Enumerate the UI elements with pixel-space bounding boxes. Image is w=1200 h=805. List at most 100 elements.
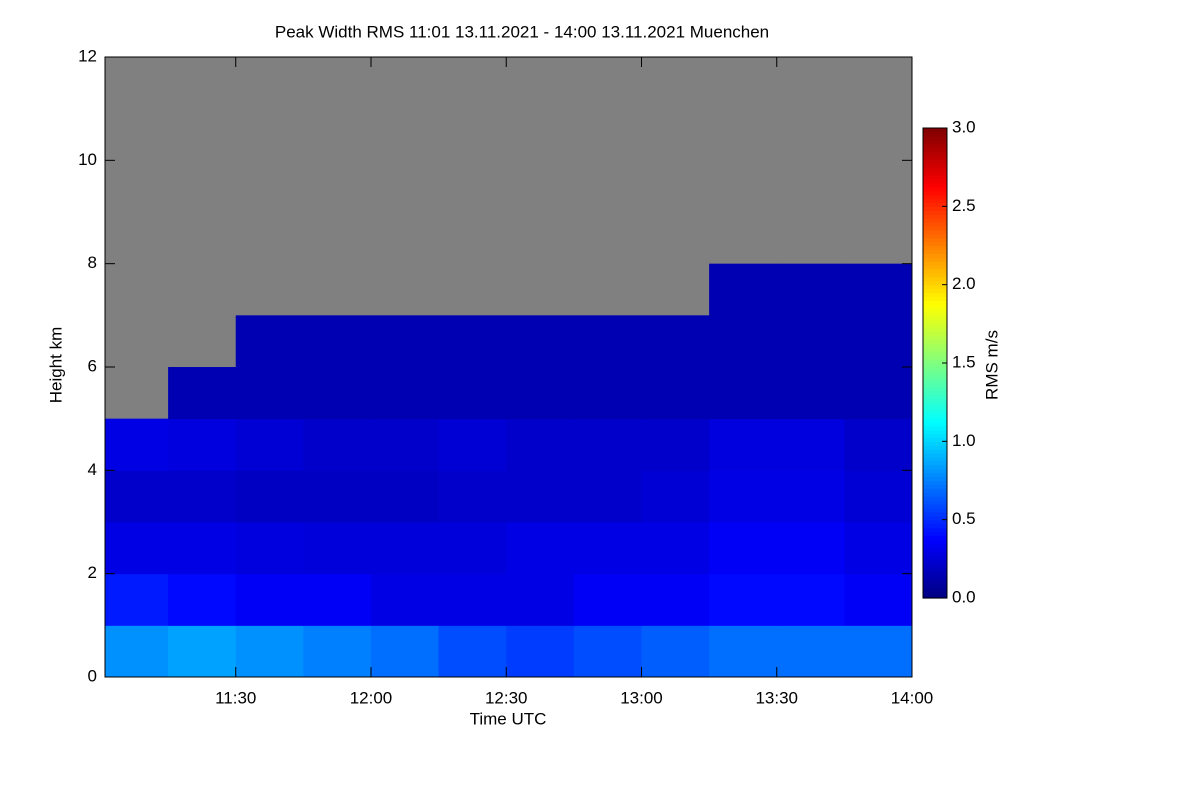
colorbar-segment — [923, 331, 947, 337]
heatmap-cell — [370, 573, 440, 626]
colorbar-segment — [923, 562, 947, 568]
colorbar-segment — [923, 464, 947, 470]
colorbar-segment — [923, 586, 947, 591]
colorbar-segment — [923, 413, 947, 419]
colorbar-segment — [923, 147, 947, 153]
heatmap-cell — [235, 470, 304, 523]
colorbar-segment — [923, 296, 947, 301]
heatmap-cell — [506, 418, 575, 471]
y-tick-label: 8 — [88, 253, 97, 272]
heatmap-cell — [235, 522, 304, 575]
heatmap-cell — [709, 522, 778, 575]
colorbar-segment — [923, 194, 947, 200]
colorbar-segment — [923, 128, 947, 133]
colorbar-segment — [923, 319, 947, 325]
heatmap-cell — [303, 315, 372, 368]
colorbar-label: RMS m/s — [982, 330, 1001, 400]
heatmap-cell — [776, 573, 845, 626]
heatmap — [105, 57, 912, 677]
heatmap-cell — [573, 418, 642, 471]
heatmap-cell — [709, 418, 778, 471]
colorbar-segment — [923, 280, 947, 286]
colorbar-segment — [923, 261, 947, 266]
colorbar-segment — [923, 578, 947, 583]
heatmap-cell — [105, 573, 169, 626]
heatmap-cell — [641, 315, 710, 368]
colorbar-segment — [923, 304, 947, 309]
colorbar-segment — [923, 543, 947, 548]
heatmap-cell — [303, 367, 372, 420]
x-axis-label: Time UTC — [470, 709, 547, 728]
y-tick-label: 12 — [78, 46, 97, 65]
heatmap-cell — [303, 418, 372, 471]
heatmap-cell — [105, 522, 169, 575]
colorbar-segment — [923, 151, 947, 157]
colorbar-segment — [923, 366, 947, 372]
heatmap-cell — [235, 367, 304, 420]
colorbar-segment — [923, 590, 947, 595]
heatmap-cell — [303, 573, 372, 626]
heatmap-cell — [506, 573, 575, 626]
heatmap-cell — [709, 573, 778, 626]
colorbar-segment — [923, 253, 947, 258]
colorbar-segment — [923, 519, 947, 525]
heatmap-cell — [168, 367, 237, 420]
heatmap-cell — [844, 315, 912, 368]
colorbar-segment — [923, 288, 947, 294]
heatmap-cell — [506, 367, 575, 420]
colorbar-segment — [923, 363, 947, 368]
colorbar-segment — [923, 339, 947, 345]
heatmap-cell — [641, 418, 710, 471]
colorbar-segment — [923, 139, 947, 145]
colorbar-segment — [923, 582, 947, 587]
colorbar-segment — [923, 402, 947, 407]
colorbar-segment — [923, 186, 947, 192]
heatmap-cell — [105, 470, 169, 523]
colorbar-segment — [923, 468, 947, 474]
colorbar-tick-label: 1.0 — [952, 431, 976, 450]
heatmap-cell — [776, 470, 845, 523]
colorbar-segment — [923, 131, 947, 137]
heatmap-cell — [776, 418, 845, 471]
colorbar-segment — [923, 182, 947, 188]
colorbar-segment — [923, 554, 947, 560]
colorbar-segment — [923, 241, 947, 247]
colorbar-segment — [923, 257, 947, 262]
heatmap-cell — [168, 573, 237, 626]
heatmap-cell — [370, 418, 440, 471]
colorbar-segment — [923, 233, 947, 239]
heatmap-cell — [235, 418, 304, 471]
colorbar-segment — [923, 355, 947, 360]
heatmap-cell — [438, 367, 507, 420]
heatmap-cell — [303, 470, 372, 523]
colorbar-segment — [923, 527, 947, 533]
colorbar-segment — [923, 425, 947, 431]
heatmap-cell — [844, 625, 912, 677]
colorbar-segment — [923, 511, 947, 517]
colorbar-segment — [923, 453, 947, 458]
colorbar-segment — [923, 566, 947, 572]
heatmap-cell — [303, 522, 372, 575]
y-tick-label: 0 — [88, 666, 97, 685]
x-tick-label: 13:30 — [755, 688, 798, 707]
colorbar-segment — [923, 316, 947, 321]
colorbar-segment — [923, 284, 947, 290]
heatmap-cell — [641, 573, 710, 626]
y-axis-label: Height km — [46, 327, 65, 404]
heatmap-cell — [709, 263, 778, 316]
heatmap-cell — [776, 367, 845, 420]
heatmap-cell — [438, 522, 507, 575]
heatmap-cell — [709, 367, 778, 420]
colorbar-segment — [923, 143, 947, 149]
heatmap-cell — [235, 315, 304, 368]
colorbar-segment — [923, 523, 947, 529]
colorbar-segment — [923, 370, 947, 376]
colorbar-segment — [923, 398, 947, 403]
colorbar-segment — [923, 163, 947, 168]
colorbar-segment — [923, 327, 947, 333]
heatmap-cell — [573, 470, 642, 523]
y-tick-label: 6 — [88, 356, 97, 375]
colorbar-segment — [923, 500, 947, 505]
colorbar-segment — [923, 198, 947, 204]
heatmap-cell — [168, 522, 237, 575]
